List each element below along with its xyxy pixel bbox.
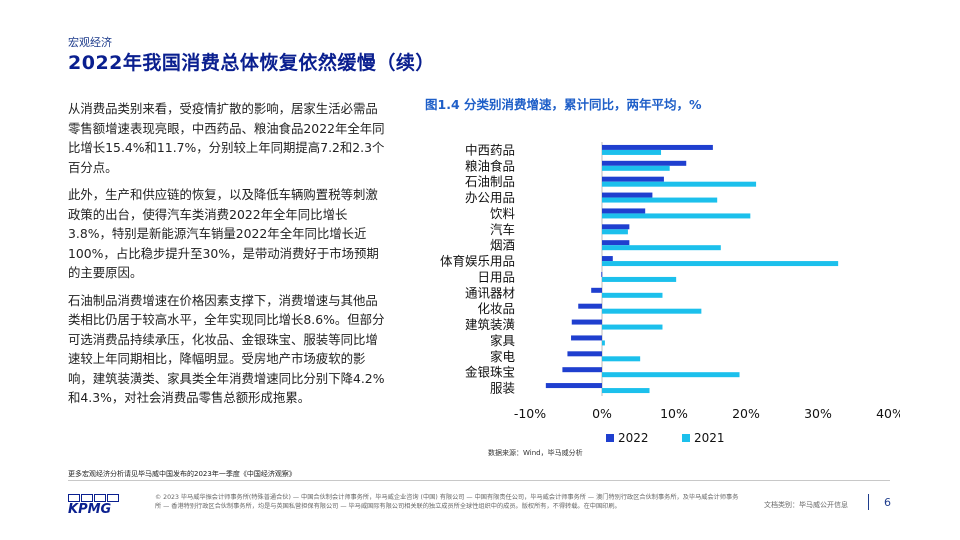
- section-label: 宏观经济: [68, 36, 112, 49]
- x-tick-label: 20%: [732, 406, 760, 421]
- bar-2022-15: [545, 383, 602, 389]
- legend-label: 2021: [694, 431, 725, 445]
- category-label: 日用品: [477, 269, 515, 284]
- category-label: 服装: [490, 381, 515, 396]
- bar-2021-3: [602, 197, 718, 203]
- category-label: 饮料: [490, 206, 516, 221]
- bar-2022-3: [602, 192, 653, 198]
- source-note: 数据来源：Wind，毕马威分析: [488, 449, 583, 457]
- bar-2022-4: [602, 208, 646, 214]
- bar-2021-12: [602, 340, 605, 346]
- bar-2021-14: [602, 372, 740, 378]
- bar-2022-2: [602, 176, 664, 182]
- category-label: 金银珠宝: [465, 365, 515, 380]
- bar-2021-5: [602, 229, 628, 235]
- bar-2022-8: [601, 271, 603, 277]
- paragraph-3: 石油制品消费增速在价格因素支撑下，消费增速与其他品类相比仍居于较高水平，全年实现…: [68, 292, 385, 406]
- x-tick-label: 30%: [804, 406, 832, 421]
- category-label: 粮油食品: [465, 158, 515, 173]
- more-note: 更多宏观经济分析请见毕马威中国发布的2023年一季度《中国经济观察》: [68, 470, 296, 478]
- logo-boxes: [68, 494, 120, 502]
- bar-2022-0: [602, 144, 713, 150]
- category-label: 石油制品: [465, 174, 515, 189]
- bar-2021-13: [602, 356, 641, 362]
- bar-2021-0: [602, 149, 662, 155]
- bar-2022-9: [591, 287, 602, 293]
- category-label: 家具: [490, 333, 516, 348]
- bar-2021-7: [602, 261, 839, 267]
- paragraph-2: 此外，生产和供应链的恢复，以及降低车辆购置税等刺激政策的出台，使得汽车类消费20…: [68, 187, 379, 280]
- bar-2021-8: [602, 276, 677, 282]
- bar-2021-9: [602, 292, 663, 298]
- category-label: 体育娱乐用品: [440, 254, 515, 269]
- footer-divider: [68, 480, 890, 481]
- bar-2022-13: [567, 351, 602, 357]
- legend-swatch-2021: [682, 434, 690, 442]
- category-label: 汽车: [490, 222, 515, 237]
- paragraph-1: 从消费品类别来看，受疫情扩散的影响，居家生活必需品零售额增速表现亮眼，中西药品、…: [68, 101, 385, 175]
- chart-title: 图1.4 分类别消费增速，累计同比，两年平均，%: [425, 97, 702, 112]
- bar-2021-11: [602, 324, 663, 330]
- bar-2022-6: [602, 240, 630, 246]
- copyright-text: © 2023 毕马威华振会计师事务所(特殊普通合伙) — 中国合伙制会计师事务所…: [155, 494, 739, 510]
- category-label: 化妆品: [477, 301, 515, 316]
- legend-swatch-2022: [606, 434, 614, 442]
- category-label: 家电: [490, 349, 516, 364]
- page-title: 2022年我国消费总体恢复依然缓慢（续）: [68, 52, 435, 74]
- category-label: 烟酒: [490, 238, 515, 253]
- category-label: 办公用品: [465, 190, 515, 205]
- body-text: 从消费品类别来看，受疫情扩散的影响，居家生活必需品零售额增速表现亮眼，中西药品、…: [68, 99, 388, 416]
- page-number: 6: [884, 496, 891, 509]
- footer-separator: [868, 494, 869, 510]
- x-tick-label: 10%: [660, 406, 688, 421]
- document-classification: 文档类别：毕马威公开信息: [764, 501, 848, 509]
- kpmg-logo: KPMG: [68, 494, 120, 516]
- bar-2021-2: [602, 181, 757, 187]
- bar-2022-12: [571, 335, 602, 341]
- bar-2021-15: [602, 388, 650, 394]
- bar-2022-11: [571, 319, 602, 325]
- category-label: 建筑装潢: [465, 317, 515, 332]
- category-label: 中西药品: [465, 142, 515, 157]
- bar-chart: 中西药品粮油食品石油制品办公用品饮料汽车烟酒体育娱乐用品日用品通讯器材化妆品建筑…: [440, 142, 900, 445]
- bar-2022-14: [562, 367, 602, 373]
- bar-2021-4: [602, 213, 751, 219]
- bar-2021-1: [602, 165, 670, 171]
- logo-text: KPMG: [68, 502, 112, 517]
- bar-2021-6: [602, 245, 721, 251]
- bar-2022-10: [578, 303, 602, 309]
- x-tick-label: 0%: [592, 406, 612, 421]
- x-tick-label: -10%: [514, 406, 546, 421]
- legend-label: 2022: [618, 431, 649, 445]
- bar-2022-7: [602, 256, 613, 262]
- bar-2022-1: [602, 160, 687, 166]
- x-tick-label: 40%: [876, 406, 900, 421]
- category-label: 通讯器材: [465, 285, 515, 300]
- bar-2021-10: [602, 308, 702, 314]
- bar-2022-5: [602, 224, 630, 230]
